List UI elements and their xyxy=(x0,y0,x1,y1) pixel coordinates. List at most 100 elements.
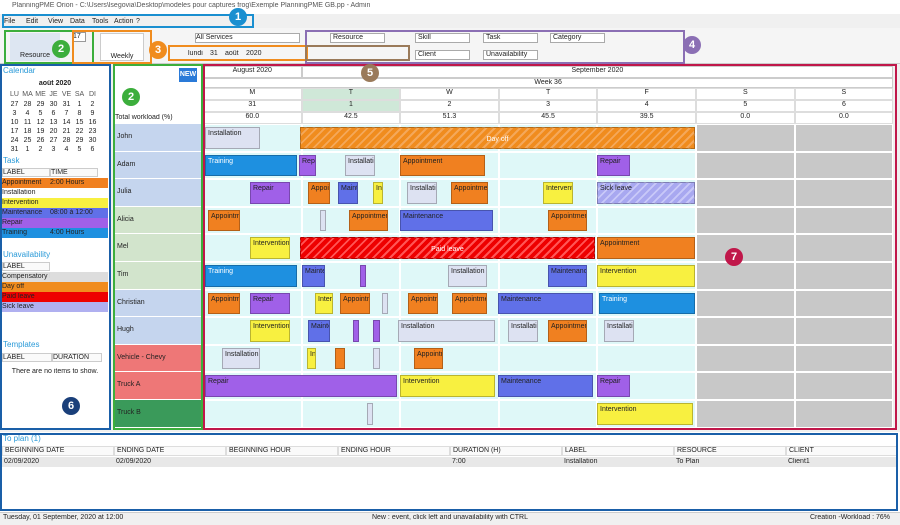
filter-select[interactable]: Resource xyxy=(330,33,385,43)
calendar-day[interactable]: 2 xyxy=(38,146,43,153)
list-cell[interactable]: 02/09/2020 xyxy=(4,458,40,465)
calendar-day[interactable]: 27 xyxy=(10,101,19,108)
resource-name[interactable]: Alicia xyxy=(115,206,201,235)
filter-select[interactable]: Category xyxy=(550,33,605,43)
event[interactable]: Intervention xyxy=(315,292,333,315)
event[interactable]: Training xyxy=(599,292,695,315)
calendar-day[interactable]: 5 xyxy=(38,110,43,117)
list-cell[interactable]: Compensatory leave xyxy=(2,273,50,280)
filter-select[interactable]: Task xyxy=(483,33,538,43)
event[interactable]: Appointment xyxy=(400,154,485,177)
calendar-day[interactable]: 17 xyxy=(10,128,19,135)
calendar-day[interactable]: 20 xyxy=(49,128,58,135)
list-cell[interactable]: Client1 xyxy=(788,458,810,465)
calendar-day[interactable]: 29 xyxy=(75,137,84,144)
list-cell[interactable]: Appointment xyxy=(2,179,42,186)
calendar-day[interactable]: 30 xyxy=(88,137,97,144)
event[interactable]: Training xyxy=(205,154,297,177)
event[interactable] xyxy=(367,403,373,425)
event[interactable]: Installation xyxy=(604,320,634,342)
event[interactable]: Maintenance xyxy=(498,375,593,397)
calendar-day[interactable]: 7 xyxy=(64,110,69,117)
list-cell[interactable]: Maintenance xyxy=(2,209,43,216)
menu-item[interactable]: File xyxy=(4,18,16,25)
calendar-day[interactable]: 1 xyxy=(25,146,30,153)
resource-name[interactable]: Tim xyxy=(115,262,201,290)
calendar-day[interactable]: 15 xyxy=(75,119,84,126)
calendar-day[interactable]: 3 xyxy=(12,110,17,117)
calendar-day[interactable]: 26 xyxy=(36,137,45,144)
event[interactable]: Installation xyxy=(508,320,538,342)
event[interactable]: Training xyxy=(205,265,297,287)
event[interactable]: Intervention xyxy=(250,320,290,342)
event[interactable]: Intervention xyxy=(373,182,383,204)
event[interactable] xyxy=(353,320,359,342)
event[interactable]: Repair xyxy=(299,154,316,177)
event[interactable]: Appointment (Client1) xyxy=(208,292,240,315)
calendar-day[interactable]: 6 xyxy=(51,110,56,117)
resource-name[interactable]: Hugh xyxy=(115,317,201,345)
calendar-day[interactable]: 14 xyxy=(62,119,71,126)
calendar-day[interactable]: 21 xyxy=(62,128,71,135)
list-cell[interactable]: Intervention xyxy=(2,199,39,206)
list-cell[interactable]: 02/09/2020 xyxy=(116,458,152,465)
calendar-day[interactable]: 25 xyxy=(23,137,32,144)
event[interactable]: Intervention xyxy=(543,182,573,204)
event[interactable]: Appointment xyxy=(451,182,488,204)
event[interactable]: Appointment xyxy=(340,292,370,315)
event[interactable] xyxy=(320,209,326,232)
calendar-day[interactable]: 13 xyxy=(49,119,58,126)
event[interactable]: Appointment xyxy=(408,292,438,315)
calendar-day[interactable]: 24 xyxy=(10,137,19,144)
menu-item[interactable]: Edit xyxy=(26,18,39,25)
event[interactable]: Repair xyxy=(597,375,630,397)
list-cell[interactable]: Installation xyxy=(2,189,36,196)
calendar-day[interactable]: 30 xyxy=(49,101,58,108)
event[interactable]: Intervention xyxy=(307,347,316,370)
list-cell[interactable]: Sick leave xyxy=(2,303,34,310)
event[interactable]: Installation xyxy=(205,127,260,149)
calendar-day[interactable]: 9 xyxy=(90,110,95,117)
event[interactable]: Maintenance xyxy=(308,320,330,342)
event[interactable]: Sick leave xyxy=(597,182,695,204)
calendar-day[interactable]: 23 xyxy=(88,128,97,135)
calendar-day[interactable]: 22 xyxy=(75,128,84,135)
event[interactable]: Appointment xyxy=(414,347,443,370)
new-button[interactable]: NEW xyxy=(179,68,197,82)
resource-name[interactable]: Christian xyxy=(115,289,201,318)
event[interactable]: Appointment xyxy=(349,209,388,232)
calendar-day[interactable]: 18 xyxy=(23,128,32,135)
event[interactable]: Repair xyxy=(250,292,290,315)
resource-name[interactable]: Vehicle - Chevy xyxy=(115,344,201,373)
list-cell[interactable]: Installation xyxy=(564,458,598,465)
event[interactable] xyxy=(335,347,345,370)
event[interactable]: Repair xyxy=(250,182,290,204)
event[interactable]: Intervention xyxy=(400,375,495,397)
event[interactable]: Paid leave xyxy=(300,237,595,259)
filter-select[interactable]: Unavailability xyxy=(483,50,538,60)
calendar-day[interactable]: 2 xyxy=(90,101,95,108)
calendar-day[interactable]: 11 xyxy=(23,119,32,126)
event[interactable]: Intervention xyxy=(597,403,693,425)
list-cell[interactable]: 2:00 Hours xyxy=(50,179,85,186)
list-cell[interactable]: 7:00 xyxy=(452,458,466,465)
event[interactable]: Appointment xyxy=(308,182,330,204)
calendar-day[interactable]: 1 xyxy=(77,101,82,108)
event[interactable] xyxy=(360,265,366,287)
event[interactable]: Installation xyxy=(222,347,260,370)
event[interactable]: Installation xyxy=(398,320,495,342)
calendar-day[interactable]: 5 xyxy=(77,146,82,153)
event[interactable]: Intervention xyxy=(250,237,290,259)
calendar-day[interactable]: 28 xyxy=(62,137,71,144)
event[interactable]: Intervention xyxy=(597,265,695,287)
calendar-day[interactable]: 31 xyxy=(62,101,71,108)
list-cell[interactable]: Training xyxy=(2,229,28,236)
weekly-button[interactable]: Weekly xyxy=(100,33,144,61)
calendar-day[interactable]: 29 xyxy=(36,101,45,108)
menu-item[interactable]: ? xyxy=(136,18,140,25)
list-cell[interactable]: Repair xyxy=(2,219,23,226)
list-cell[interactable]: 08:00 à 12:00 xyxy=(50,209,93,216)
event[interactable]: Appointment xyxy=(548,320,587,342)
event[interactable]: Maintenance xyxy=(400,209,493,232)
resource-button[interactable]: Resource xyxy=(10,33,60,61)
